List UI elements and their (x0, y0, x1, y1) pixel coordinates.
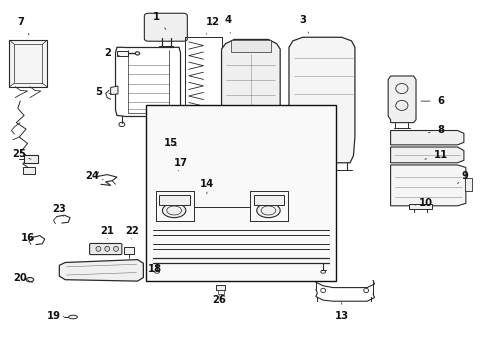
Ellipse shape (105, 246, 110, 251)
Ellipse shape (69, 315, 77, 319)
Bar (218, 290, 223, 294)
Text: 4: 4 (224, 15, 231, 33)
Text: 20: 20 (13, 273, 27, 283)
Bar (147, 105, 336, 281)
Bar (124, 247, 134, 254)
Polygon shape (289, 37, 355, 163)
Text: 2: 2 (104, 48, 119, 58)
Polygon shape (409, 204, 432, 209)
Text: 10: 10 (415, 198, 433, 208)
Polygon shape (221, 40, 280, 163)
Polygon shape (391, 165, 466, 206)
Polygon shape (391, 131, 464, 145)
Text: 21: 21 (100, 226, 114, 239)
Bar (231, 40, 271, 51)
Text: 11: 11 (425, 150, 447, 160)
Text: 18: 18 (147, 264, 162, 274)
FancyBboxPatch shape (90, 243, 122, 255)
Text: 16: 16 (21, 233, 35, 243)
Ellipse shape (114, 246, 119, 251)
Text: 14: 14 (200, 179, 214, 194)
Polygon shape (59, 260, 144, 281)
Text: 13: 13 (335, 303, 349, 321)
Ellipse shape (257, 203, 280, 218)
Text: 19: 19 (47, 311, 64, 320)
Text: 26: 26 (213, 295, 226, 305)
Text: 8: 8 (428, 125, 444, 135)
Bar (23, 167, 35, 174)
Text: 9: 9 (458, 171, 468, 184)
Ellipse shape (135, 52, 140, 55)
Bar (465, 178, 472, 192)
Polygon shape (9, 40, 47, 87)
Bar (216, 285, 225, 291)
Polygon shape (388, 76, 416, 123)
Bar (24, 155, 38, 163)
Text: 12: 12 (206, 17, 220, 34)
Text: 23: 23 (52, 204, 66, 217)
Ellipse shape (96, 246, 101, 251)
Text: 1: 1 (152, 12, 166, 30)
Text: 3: 3 (299, 15, 309, 33)
Text: 5: 5 (95, 87, 111, 97)
Text: 17: 17 (173, 158, 188, 171)
Text: 7: 7 (18, 17, 29, 35)
Bar (117, 51, 128, 55)
FancyBboxPatch shape (145, 13, 187, 41)
Text: 22: 22 (125, 226, 139, 239)
Polygon shape (391, 147, 464, 163)
Text: 6: 6 (421, 96, 444, 106)
Polygon shape (111, 86, 118, 95)
Polygon shape (159, 195, 190, 205)
Text: 15: 15 (164, 139, 178, 148)
Ellipse shape (26, 278, 34, 282)
Ellipse shape (162, 203, 186, 218)
Text: 24: 24 (86, 171, 103, 181)
Text: 25: 25 (12, 149, 31, 159)
Polygon shape (254, 195, 284, 205)
